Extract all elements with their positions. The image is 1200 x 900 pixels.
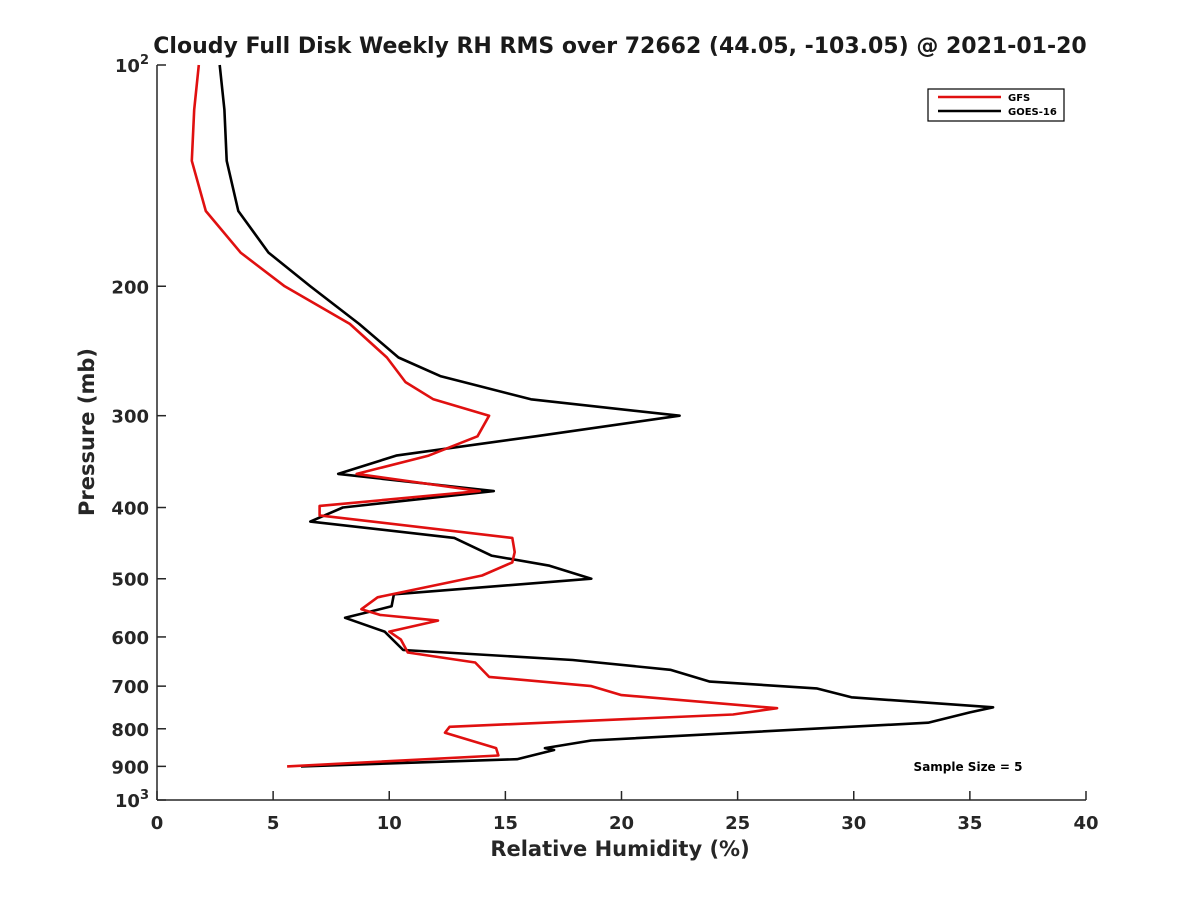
y-tick-label: 102	[115, 53, 149, 77]
y-tick-label: 600	[111, 628, 149, 649]
y-axis-label: Pressure (mb)	[75, 348, 99, 516]
x-axis-label: Relative Humidity (%)	[490, 837, 749, 861]
series-line-gfs	[190, 64, 779, 768]
y-tick-label: 500	[111, 570, 149, 591]
y-tick-label: 200	[111, 277, 149, 298]
x-tick-label: 25	[725, 813, 750, 834]
chart-title: Cloudy Full Disk Weekly RH RMS over 7266…	[153, 34, 1086, 59]
x-tick-label: 15	[493, 813, 518, 834]
x-tick-label: 35	[957, 813, 982, 834]
series-line-goes-16	[218, 64, 995, 768]
x-tick-label: 0	[151, 813, 164, 834]
y-tick-label: 700	[111, 677, 149, 698]
x-tick-label: 30	[841, 813, 866, 834]
legend-label: GOES-16	[1008, 107, 1057, 118]
y-tick-label: 103	[115, 788, 149, 812]
x-tick-label: 40	[1073, 813, 1098, 834]
x-tick-label: 10	[377, 813, 402, 834]
sample-size-annotation: Sample Size = 5	[914, 760, 1023, 774]
y-tick-label: 400	[111, 499, 149, 520]
legend-box	[927, 88, 1065, 122]
legend: GFS GOES-16	[927, 88, 1065, 122]
y-tick-label: 800	[111, 720, 149, 741]
plot-area: 0 5 10 15 20 25 30 35 40 102 200 300 400 500 600 700 800…	[111, 53, 1098, 834]
y-tick-label: 900	[111, 757, 149, 778]
legend-label: GFS	[1008, 93, 1030, 104]
y-tick-label: 300	[111, 407, 149, 428]
x-tick-label: 20	[609, 813, 634, 834]
x-tick-label: 5	[267, 813, 280, 834]
